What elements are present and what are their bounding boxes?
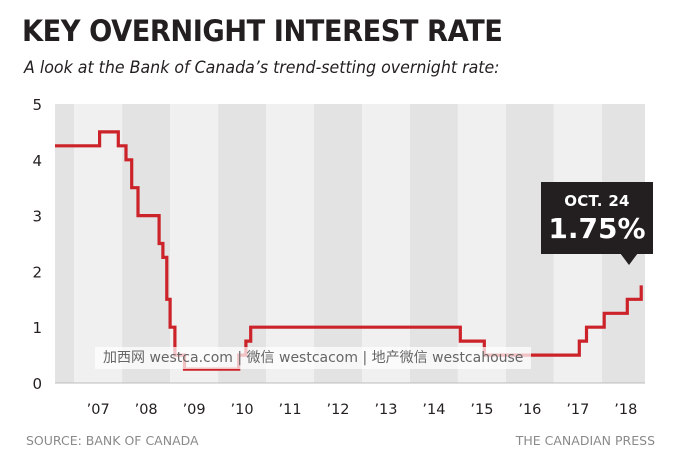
callout-pointer bbox=[620, 253, 638, 265]
x-tick-label: ’09 bbox=[183, 402, 206, 418]
y-tick-label: 1 bbox=[32, 319, 42, 337]
x-tick-label: ’16 bbox=[518, 402, 541, 418]
year-band bbox=[314, 104, 362, 383]
x-tick-label: ’08 bbox=[135, 402, 158, 418]
year-band bbox=[170, 104, 219, 383]
x-tick-label: ’11 bbox=[279, 402, 302, 418]
chart-title: KEY OVERNIGHT INTEREST RATE bbox=[22, 14, 503, 48]
year-band bbox=[266, 104, 315, 383]
year-band bbox=[218, 104, 267, 383]
x-tick-label: ’07 bbox=[87, 402, 110, 418]
y-tick-label: 4 bbox=[32, 152, 42, 170]
year-band bbox=[409, 104, 458, 383]
callout-box: OCT. 24 1.75% bbox=[541, 182, 653, 254]
year-band bbox=[361, 104, 410, 383]
y-tick-label: 5 bbox=[32, 96, 42, 114]
x-tick-label: ’17 bbox=[566, 402, 589, 418]
x-tick-label: ’13 bbox=[374, 402, 397, 418]
callout-date: OCT. 24 bbox=[564, 192, 630, 210]
x-tick-label: ’12 bbox=[326, 402, 349, 418]
credit-note: THE CANADIAN PRESS bbox=[515, 433, 655, 448]
watermark-text: 加西网 westca.com | 微信 westcacom | 地产微信 wes… bbox=[95, 347, 532, 369]
x-tick-label: ’18 bbox=[614, 402, 637, 418]
callout-value: 1.75% bbox=[548, 212, 646, 245]
y-tick-label: 3 bbox=[32, 208, 42, 226]
y-tick-label: 2 bbox=[32, 263, 42, 281]
y-tick-label: 0 bbox=[32, 375, 42, 393]
x-tick-label: ’14 bbox=[422, 402, 445, 418]
year-band bbox=[74, 104, 123, 383]
x-tick-label: ’10 bbox=[231, 402, 254, 418]
x-tick-label: ’15 bbox=[470, 402, 493, 418]
year-band bbox=[457, 104, 506, 383]
source-note: SOURCE: BANK OF CANADA bbox=[26, 433, 199, 448]
year-band bbox=[55, 104, 75, 383]
chart-subtitle: A look at the Bank of Canada’s trend-set… bbox=[24, 58, 500, 78]
